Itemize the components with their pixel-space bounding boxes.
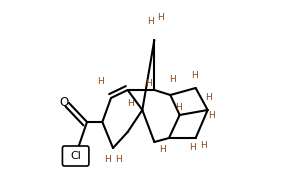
Text: H: H: [191, 71, 198, 80]
Text: H: H: [115, 155, 122, 164]
Text: H: H: [158, 14, 164, 23]
Text: H: H: [146, 79, 152, 87]
Text: H: H: [200, 141, 207, 150]
Text: H: H: [98, 77, 104, 86]
FancyBboxPatch shape: [62, 146, 89, 166]
Text: H: H: [147, 17, 154, 26]
Text: H: H: [208, 112, 215, 121]
Text: Cl: Cl: [70, 151, 81, 161]
Text: H: H: [176, 103, 182, 113]
Text: H: H: [159, 145, 166, 154]
Text: O: O: [59, 95, 68, 109]
Text: H: H: [170, 75, 176, 84]
Text: H: H: [206, 93, 212, 102]
Text: H: H: [127, 99, 134, 107]
Text: H: H: [104, 155, 111, 164]
Text: H: H: [189, 143, 196, 152]
